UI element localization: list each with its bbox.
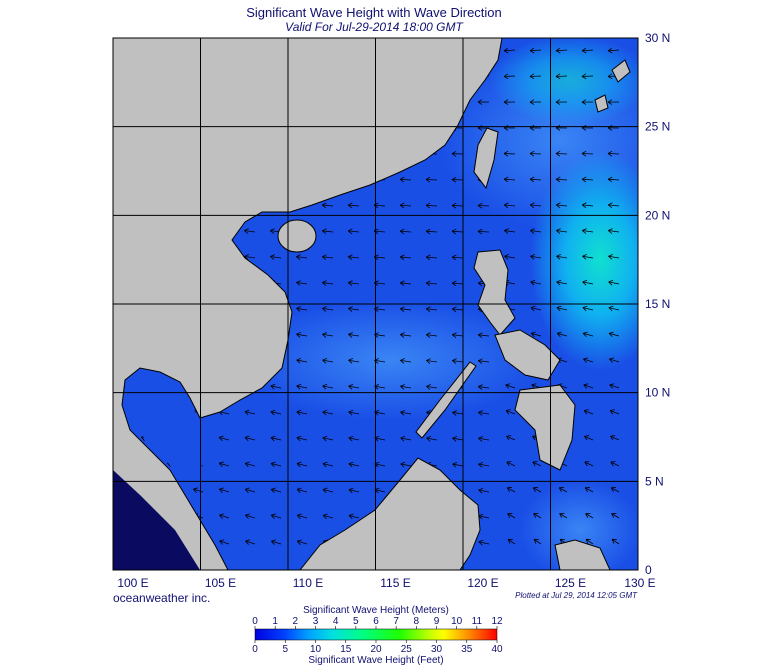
feet-tick-label: 0: [252, 644, 258, 655]
map: [113, 35, 680, 580]
feet-tick-label: 15: [340, 644, 352, 655]
feet-tick-label: 20: [370, 644, 382, 655]
latitude-label: 10 N: [645, 386, 670, 400]
legend-title-feet: Significant Wave Height (Feet): [308, 655, 443, 665]
meters-tick-label: 2: [293, 616, 299, 627]
longitude-label: 100 E: [117, 576, 148, 590]
latitude-label: 20 N: [645, 208, 670, 222]
meters-tick-label: 6: [373, 616, 379, 627]
colorbar: [255, 629, 497, 640]
latitude-label: 30 N: [645, 31, 670, 45]
latitude-label: 0: [645, 563, 652, 577]
longitude-label: 120 E: [467, 576, 498, 590]
feet-tick-label: 25: [401, 644, 413, 655]
meters-tick-label: 9: [434, 616, 440, 627]
meters-tick-label: 3: [313, 616, 319, 627]
meters-tick-label: 0: [252, 616, 258, 627]
meters-tick-label: 8: [414, 616, 420, 627]
latitude-label: 25 N: [645, 120, 670, 134]
meters-tick-label: 5: [353, 616, 359, 627]
title: Significant Wave Height with Wave Direct…: [246, 5, 502, 20]
meters-tick-label: 1: [272, 616, 278, 627]
longitude-label: 125 E: [555, 576, 586, 590]
feet-tick-label: 40: [491, 644, 503, 655]
meters-tick-label: 10: [451, 616, 463, 627]
meters-tick-label: 7: [393, 616, 399, 627]
feet-tick-label: 35: [461, 644, 473, 655]
wave-field: [490, 35, 650, 125]
meters-tick-label: 12: [491, 616, 503, 627]
hainan: [278, 220, 316, 252]
legend-title-meters: Significant Wave Height (Meters): [303, 605, 449, 616]
latitude-label: 15 N: [645, 297, 670, 311]
credit: oceanweather inc.: [113, 591, 210, 605]
feet-tick-label: 30: [431, 644, 443, 655]
plotted-time: Plotted at Jul 29, 2014 12:05 GMT: [515, 591, 638, 600]
subtitle: Valid For Jul-29-2014 18:00 GMT: [285, 20, 464, 34]
meters-tick-label: 4: [333, 616, 339, 627]
longitude-label: 105 E: [205, 576, 236, 590]
latitude-label: 5 N: [645, 474, 664, 488]
feet-tick-label: 5: [282, 644, 288, 655]
longitude-label: 115 E: [380, 576, 410, 590]
longitude-label: 130 E: [624, 576, 655, 590]
meters-tick-label: 11: [472, 616, 483, 627]
feet-tick-label: 10: [310, 644, 322, 655]
longitude-label: 110 E: [293, 576, 323, 590]
arrow-shaft: [426, 179, 437, 180]
